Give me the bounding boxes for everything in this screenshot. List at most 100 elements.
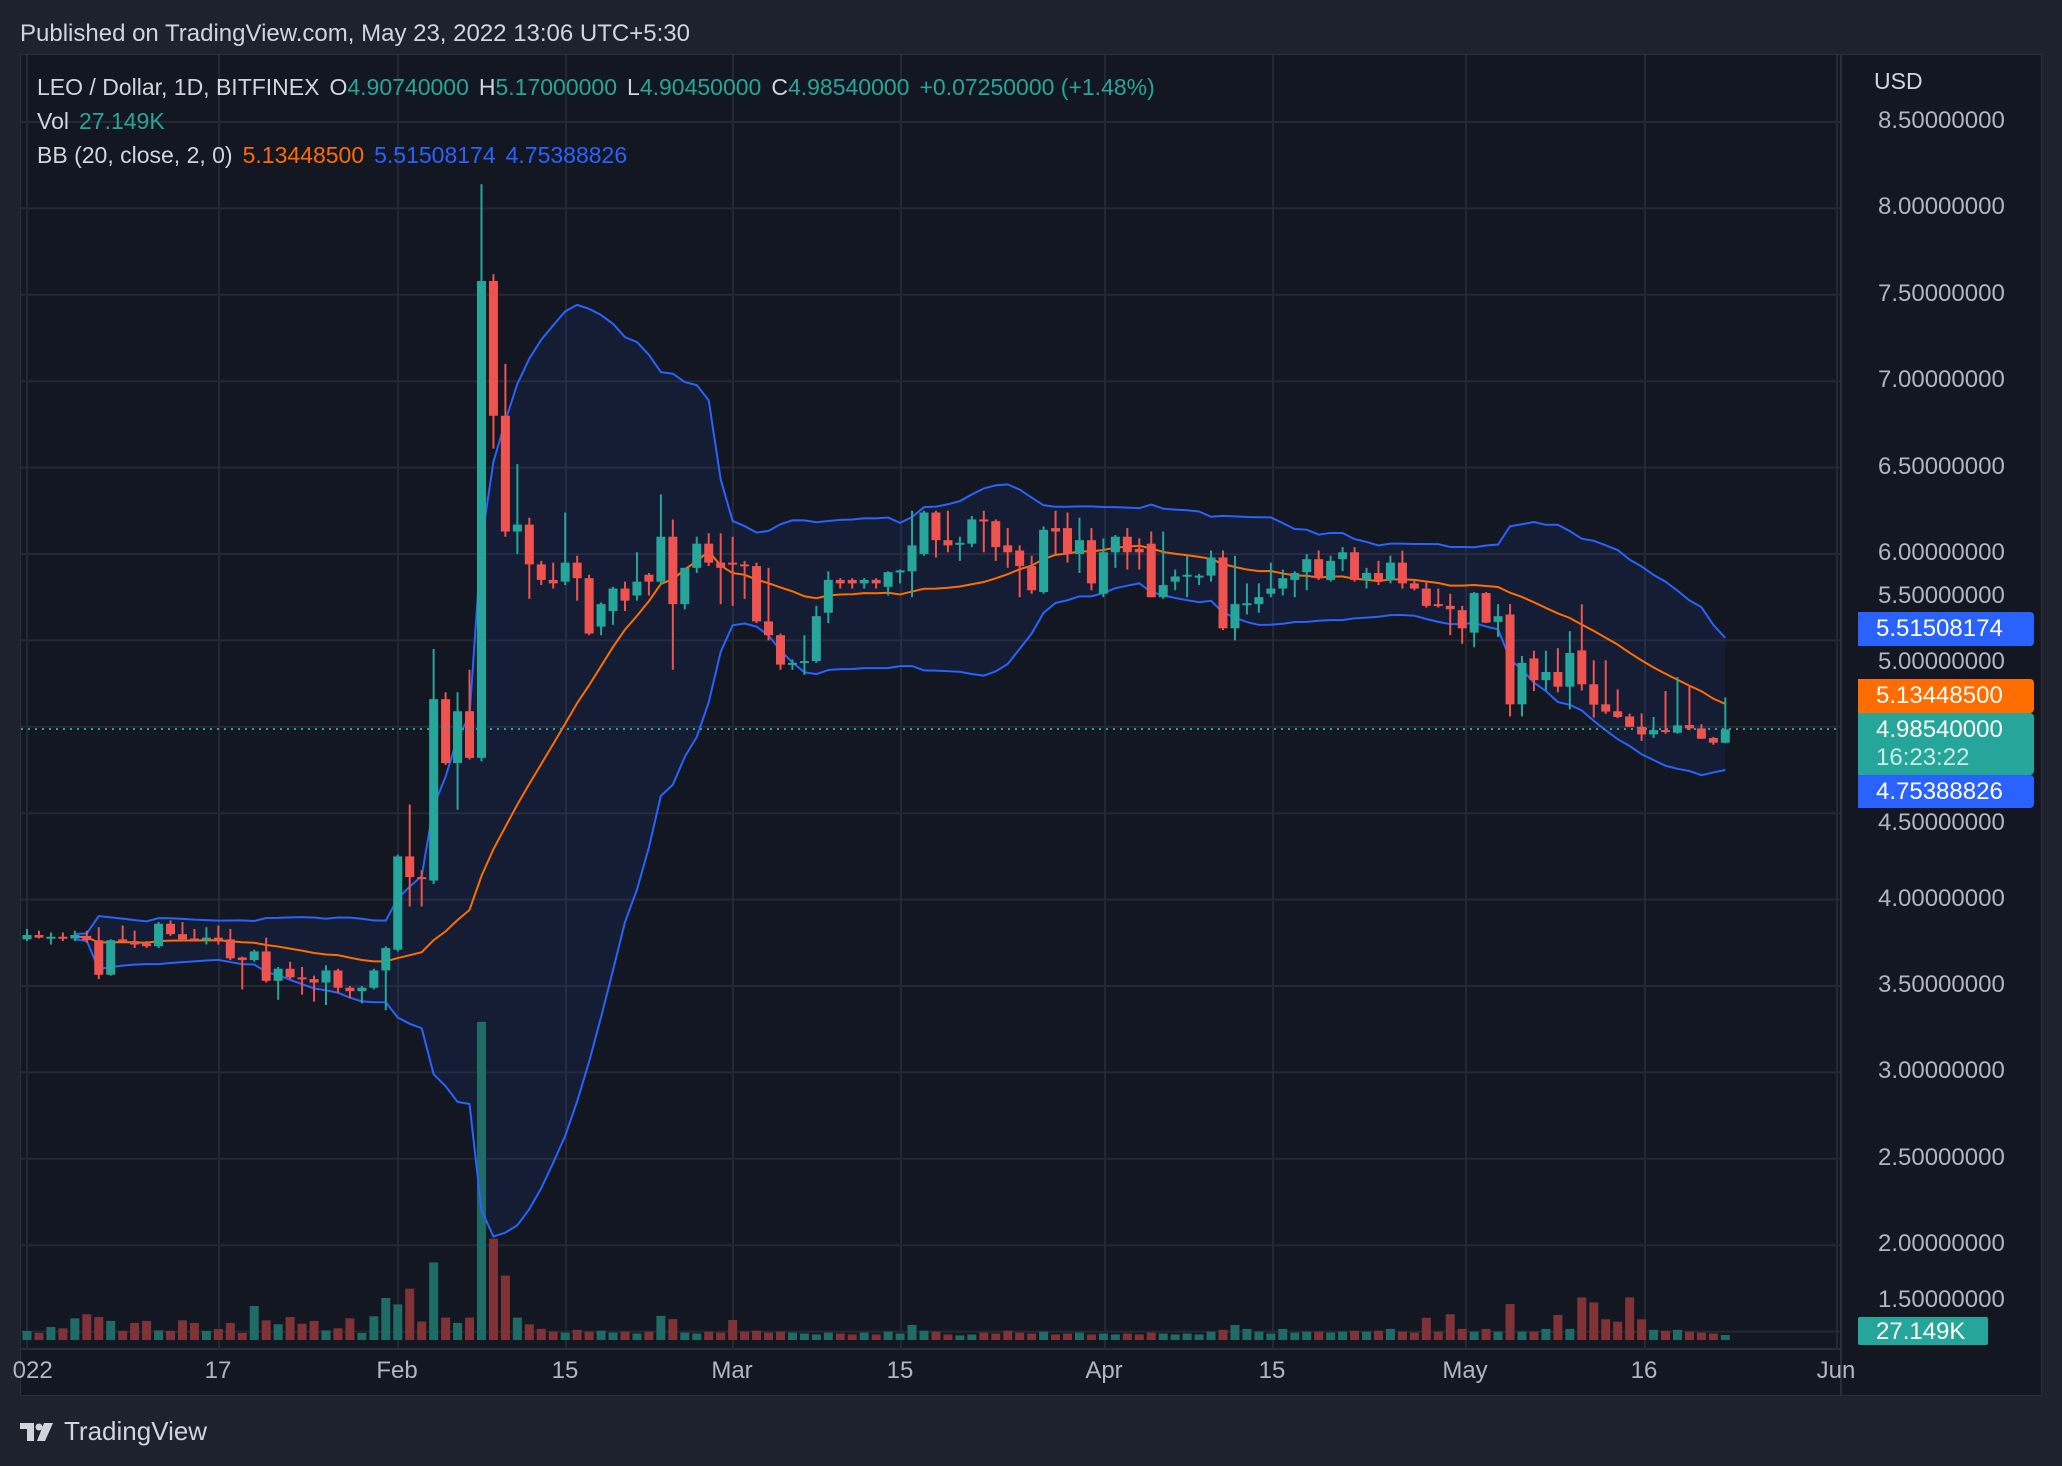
volume-bar <box>692 1333 702 1340</box>
candle-body <box>58 936 68 939</box>
candle <box>1541 650 1551 691</box>
candle <box>907 510 917 598</box>
volume-bar <box>500 1275 510 1340</box>
tradingview-logo[interactable]: TradingView <box>20 1416 207 1447</box>
candle <box>1098 538 1108 598</box>
candle <box>261 937 271 983</box>
candle-body <box>560 562 570 582</box>
price-chart[interactable] <box>21 55 2041 1395</box>
candle-body <box>22 935 32 940</box>
volume-bar <box>285 1317 295 1340</box>
candle <box>46 932 56 945</box>
volume-bar <box>488 1238 498 1340</box>
candle-body <box>1445 605 1455 610</box>
candle <box>1481 592 1491 624</box>
volume-bar <box>1350 1330 1360 1340</box>
candle-body <box>118 939 128 942</box>
candle <box>991 519 1001 561</box>
candle-body <box>692 543 702 568</box>
volume-bar <box>393 1304 403 1340</box>
candle-body <box>979 519 989 522</box>
candle <box>752 562 762 624</box>
candle-body <box>1003 545 1013 553</box>
volume-bar <box>94 1317 104 1340</box>
price-axis-label: 7.00000000 <box>1878 366 2005 394</box>
candle <box>405 804 415 907</box>
volume-bar <box>859 1332 869 1340</box>
candle <box>1063 512 1073 563</box>
footer-brand: TradingView <box>64 1416 208 1446</box>
candle <box>1314 550 1324 580</box>
candle <box>1421 581 1431 608</box>
candle-body <box>871 579 881 584</box>
candle-body <box>34 935 44 938</box>
volume-bar <box>1589 1302 1599 1340</box>
candle <box>584 574 594 636</box>
volume-bar <box>979 1332 989 1340</box>
volume-bar <box>871 1334 881 1340</box>
volume-bar <box>1074 1332 1084 1340</box>
volume-bar <box>1649 1329 1659 1340</box>
candle-body <box>1397 562 1407 584</box>
candle <box>1457 605 1467 644</box>
candle-body <box>1290 573 1300 580</box>
bb-upper-line <box>74 303 1727 935</box>
time-label: Mar <box>711 1357 753 1384</box>
volume-bar <box>1098 1333 1108 1340</box>
volume-bar <box>1517 1331 1527 1340</box>
candle <box>369 968 379 990</box>
candle-body <box>572 562 582 579</box>
candle-body <box>393 856 403 950</box>
candle-body <box>1218 557 1228 629</box>
candle <box>417 870 427 907</box>
candle-body <box>429 699 439 881</box>
volume-bar <box>177 1320 187 1340</box>
candle-body <box>728 562 738 565</box>
volume-bar <box>249 1305 259 1340</box>
candle-body <box>1541 672 1551 681</box>
candle <box>931 510 941 558</box>
candle-body <box>1086 540 1096 584</box>
candle <box>871 578 881 589</box>
bollinger-fill <box>74 304 1726 1237</box>
candle-body <box>189 938 199 941</box>
volume-bar <box>1039 1331 1049 1340</box>
candle-body <box>309 979 319 983</box>
candle-body <box>321 970 331 983</box>
legend-bollinger[interactable]: BB (20, close, 2, 0) 5.13448500 5.51508174… <box>37 142 637 169</box>
candle <box>799 635 809 675</box>
volume-value: 27.149K <box>78 108 165 134</box>
candle-body <box>213 937 223 940</box>
volume-bar <box>22 1330 32 1340</box>
volume-bar <box>991 1333 1001 1340</box>
candle <box>237 956 247 990</box>
candle-body <box>500 415 510 532</box>
volume-bar <box>668 1319 678 1340</box>
published-caption: Published on TradingView.com, May 23, 20… <box>20 20 690 47</box>
currency-label: USD <box>1874 68 1923 94</box>
candle <box>835 578 845 589</box>
volume-bar <box>1493 1331 1503 1340</box>
volume-bar <box>405 1288 415 1340</box>
chart-panel[interactable] <box>20 54 2042 1396</box>
candle-body <box>285 968 295 978</box>
volume-bar <box>1063 1333 1073 1340</box>
candle <box>1720 697 1730 744</box>
candle-body <box>752 566 762 622</box>
candle <box>1517 655 1527 717</box>
volume-bar <box>1314 1331 1324 1340</box>
volume-bar <box>82 1314 92 1340</box>
candle-body <box>94 940 104 975</box>
volume-bar <box>1457 1328 1467 1340</box>
time-label: Feb <box>376 1357 418 1384</box>
candle-body <box>584 578 594 634</box>
volume-bar <box>931 1331 941 1340</box>
volume-bar <box>548 1331 558 1340</box>
candle <box>764 567 774 641</box>
legend-volume[interactable]: Vol 27.149K <box>37 108 175 135</box>
candle-body <box>704 543 714 563</box>
candle-body <box>823 579 833 613</box>
candle <box>1146 531 1156 598</box>
symbol-title[interactable]: LEO / Dollar, 1D, BITFINEX <box>37 74 320 100</box>
close-value: 4.98540000 <box>787 74 910 100</box>
